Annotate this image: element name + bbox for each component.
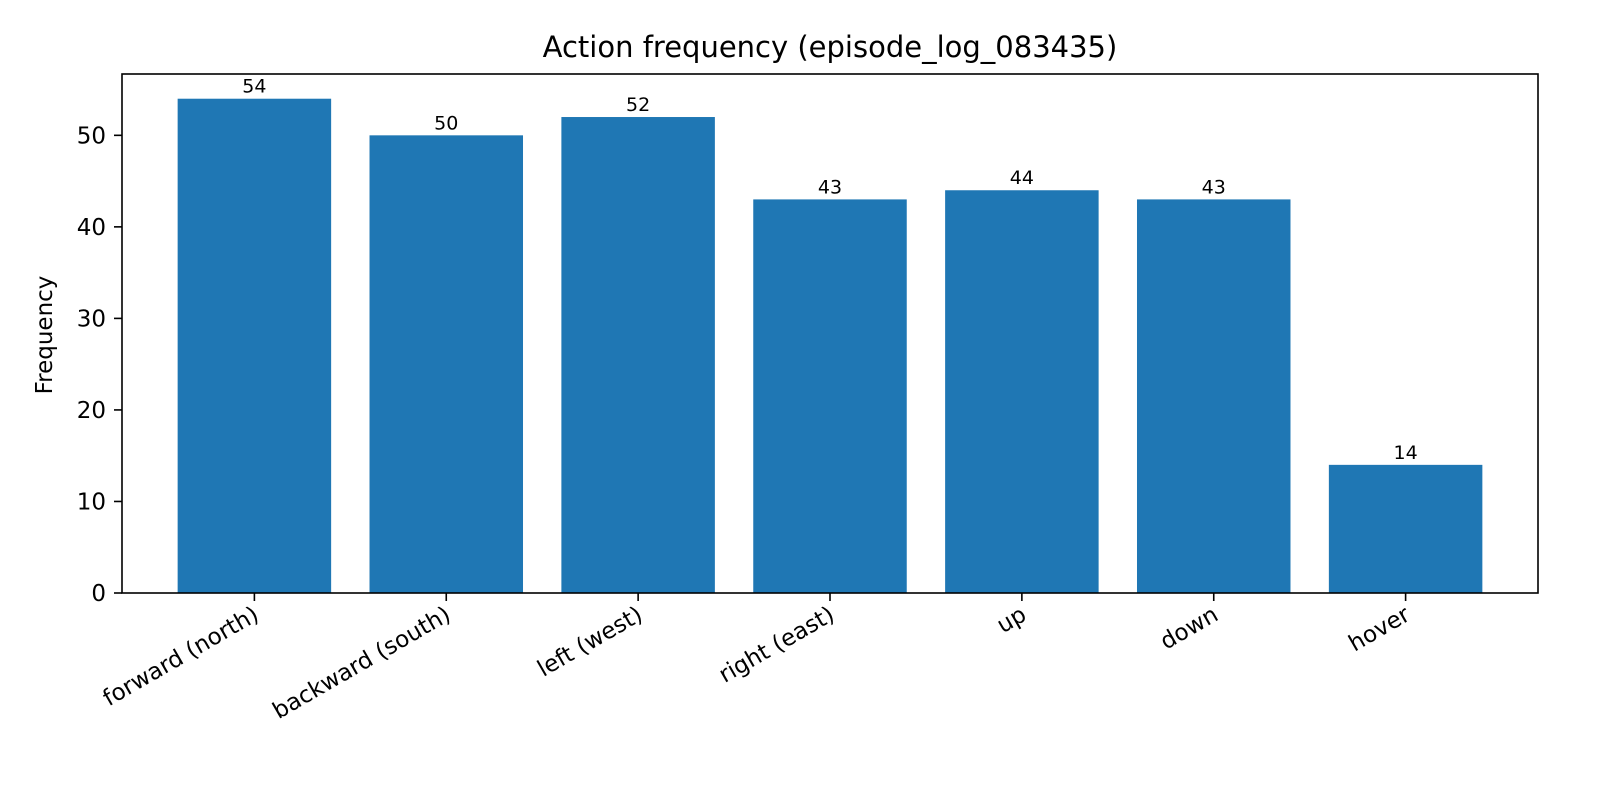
plot-frame <box>121 73 1539 594</box>
y-tick-label-2: 20 <box>77 398 106 424</box>
chart-title: Action frequency (episode_log_083435) <box>543 30 1118 64</box>
x-axis-ticks: forward (north) backward (south) left (wes… <box>99 593 1415 725</box>
bar-4 <box>753 199 907 594</box>
x-tick-label-3: left (west) <box>533 602 647 683</box>
x-tick-label-2: backward (south) <box>268 602 455 725</box>
bar-7 <box>1328 464 1483 593</box>
bar-1 <box>177 98 332 593</box>
bar-5 <box>945 190 1099 594</box>
y-tick-label-1: 10 <box>77 489 106 515</box>
y-tick-label-5: 50 <box>77 123 106 149</box>
data-label-6: 43 <box>1202 176 1226 198</box>
y-tick-label-3: 30 <box>77 306 106 332</box>
bar-2 <box>369 135 524 593</box>
y-tick-label-0: 0 <box>91 581 106 607</box>
data-label-5: 44 <box>1010 167 1034 189</box>
x-tick-label-1: forward (north) <box>99 602 264 712</box>
bar-3 <box>561 117 715 593</box>
x-tick-label-4: right (east) <box>715 602 839 689</box>
x-tick-label-5: up <box>993 602 1031 639</box>
x-tick-label-6: down <box>1156 602 1223 656</box>
y-axis-label: Frequency <box>32 276 58 395</box>
data-label-7: 14 <box>1394 442 1418 464</box>
y-tick-label-4: 40 <box>77 215 106 241</box>
bar-6 <box>1136 199 1291 594</box>
x-tick-label-7: hover <box>1345 601 1416 657</box>
data-label-1: 54 <box>242 76 266 98</box>
data-label-3: 52 <box>626 94 650 116</box>
data-labels-group: 54 50 52 43 44 43 14 <box>242 76 1417 464</box>
data-label-4: 43 <box>818 176 842 198</box>
bars-group <box>177 98 1483 594</box>
data-label-2: 50 <box>434 112 458 134</box>
y-axis-ticks: 0 10 20 30 40 50 <box>77 123 122 607</box>
